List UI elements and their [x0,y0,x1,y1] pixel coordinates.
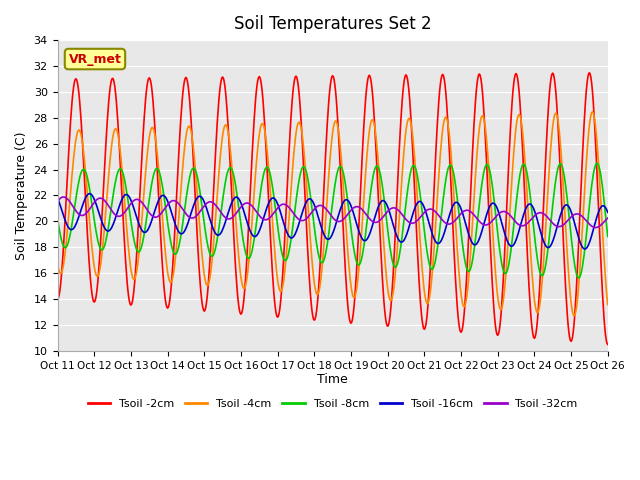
Tsoil -2cm [604,341,612,347]
Tsoil -2cm [54,296,61,302]
Tsoil -4cm [378,207,385,213]
Tsoil -4cm [432,220,440,226]
Line: Tsoil -2cm: Tsoil -2cm [58,72,608,344]
Tsoil -32cm [433,210,440,216]
Tsoil -16cm [325,236,333,242]
Tsoil -8cm [198,203,206,209]
Tsoil -4cm [554,114,561,120]
Tsoil -16cm [554,221,562,227]
Title: Soil Temperatures Set 2: Soil Temperatures Set 2 [234,15,431,33]
Tsoil -8cm [432,256,440,262]
Tsoil -16cm [581,246,589,252]
Tsoil -16cm [175,229,183,235]
Tsoil -2cm [378,260,385,266]
Line: Tsoil -4cm: Tsoil -4cm [58,112,608,316]
Tsoil -32cm [60,194,67,200]
Tsoil -16cm [604,209,612,215]
Tsoil -4cm [589,109,596,115]
X-axis label: Time: Time [317,373,348,386]
Tsoil -2cm [586,70,593,75]
Tsoil -32cm [591,225,599,230]
Tsoil -4cm [175,222,182,228]
Tsoil -8cm [54,216,61,221]
Tsoil -16cm [86,191,93,196]
Line: Tsoil -16cm: Tsoil -16cm [58,193,608,249]
Tsoil -2cm [554,109,561,115]
Tsoil -32cm [199,205,207,211]
Tsoil -32cm [378,215,386,221]
Tsoil -4cm [604,302,612,308]
Legend: Tsoil -2cm, Tsoil -4cm, Tsoil -8cm, Tsoil -16cm, Tsoil -32cm: Tsoil -2cm, Tsoil -4cm, Tsoil -8cm, Tsoi… [83,395,582,414]
Tsoil -8cm [604,234,612,240]
Tsoil -32cm [175,201,183,207]
Tsoil -4cm [324,183,332,189]
Tsoil -2cm [175,160,182,166]
Tsoil -8cm [378,178,385,183]
Tsoil -8cm [593,160,601,166]
Tsoil -32cm [325,210,333,216]
Tsoil -8cm [554,168,561,174]
Tsoil -16cm [199,196,207,202]
Tsoil -32cm [554,224,562,229]
Tsoil -4cm [198,251,206,257]
Y-axis label: Soil Temperature (C): Soil Temperature (C) [15,131,28,260]
Line: Tsoil -8cm: Tsoil -8cm [58,163,608,278]
Tsoil -4cm [570,313,578,319]
Tsoil -16cm [433,240,440,246]
Tsoil -2cm [324,109,332,115]
Tsoil -32cm [604,215,612,221]
Tsoil -4cm [54,261,61,266]
Text: VR_met: VR_met [68,52,122,66]
Tsoil -16cm [378,198,386,204]
Tsoil -2cm [432,151,440,156]
Tsoil -8cm [324,236,332,242]
Tsoil -16cm [54,195,61,201]
Tsoil -2cm [198,299,206,305]
Tsoil -8cm [575,275,582,281]
Tsoil -8cm [175,246,182,252]
Line: Tsoil -32cm: Tsoil -32cm [58,197,608,228]
Tsoil -32cm [54,198,61,204]
